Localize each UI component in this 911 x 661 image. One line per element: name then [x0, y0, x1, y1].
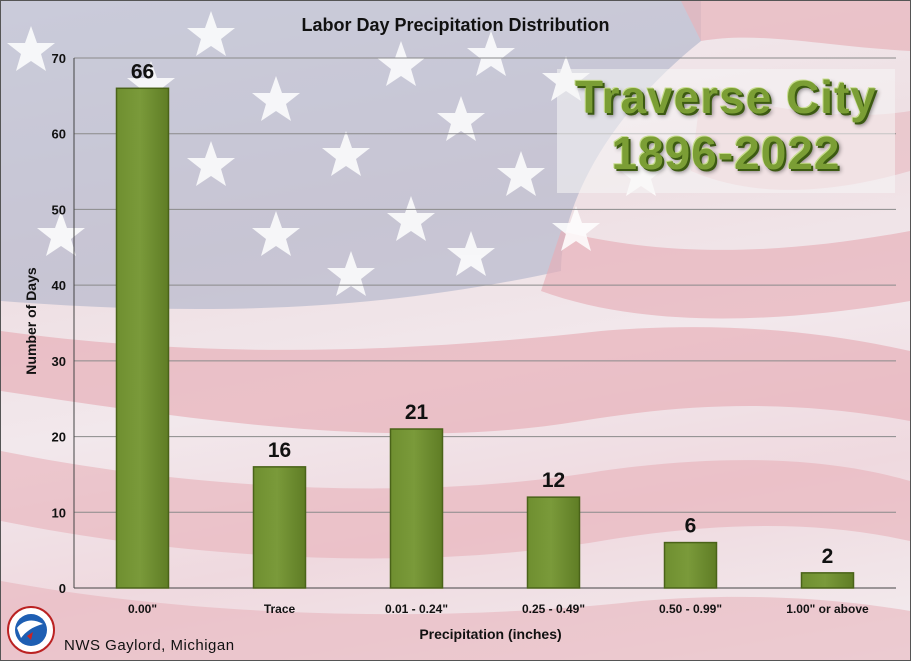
station-name: Traverse City	[575, 71, 877, 123]
y-tick-label: 60	[52, 127, 66, 142]
x-tick-label: 0.25 - 0.49"	[522, 602, 585, 616]
data-label: 6	[685, 515, 697, 538]
data-label: 66	[131, 60, 154, 83]
y-tick-label: 30	[52, 354, 66, 369]
bars	[115, 87, 855, 589]
bar	[252, 466, 307, 589]
x-tick-label: 0.50 - 0.99"	[659, 602, 722, 616]
x-tick-label: 0.01 - 0.24"	[385, 602, 448, 616]
y-tick-label: 0	[59, 581, 66, 596]
data-label: 12	[542, 469, 565, 492]
chart-title: Labor Day Precipitation Distribution	[301, 15, 610, 35]
x-tick-label: Trace	[264, 602, 296, 616]
y-axis-label: Number of Days	[23, 267, 39, 375]
data-label: 2	[822, 545, 834, 568]
data-label: 21	[405, 401, 429, 424]
bar	[663, 541, 718, 589]
y-tick-label: 50	[52, 202, 66, 217]
x-tick-label: 0.00"	[128, 602, 157, 616]
axes	[73, 58, 896, 589]
y-tick-label: 10	[52, 505, 66, 520]
y-tick-label: 40	[52, 278, 66, 293]
bar	[800, 572, 855, 589]
data-label: 16	[268, 439, 291, 462]
bar	[526, 496, 581, 589]
station-period: 1896-2022	[611, 127, 841, 179]
y-tick-label: 20	[52, 430, 66, 445]
station-overlay: Traverse City 1896-2022	[557, 69, 895, 193]
bar	[389, 428, 444, 589]
x-tick-label: 1.00" or above	[786, 602, 869, 616]
data-labels: 66 16 21 12 6 2	[131, 60, 834, 568]
y-tick-label: 70	[52, 51, 66, 66]
bar	[115, 87, 170, 589]
tick-labels: 0 10 20 30 40 50 60 70 0.00" Trace 0.01 - 0.24" 0.2…	[52, 51, 869, 616]
credit-text: NWS Gaylord, Michigan	[64, 637, 235, 654]
nws-logo	[7, 606, 55, 654]
x-axis-label: Precipitation (inches)	[419, 626, 562, 642]
